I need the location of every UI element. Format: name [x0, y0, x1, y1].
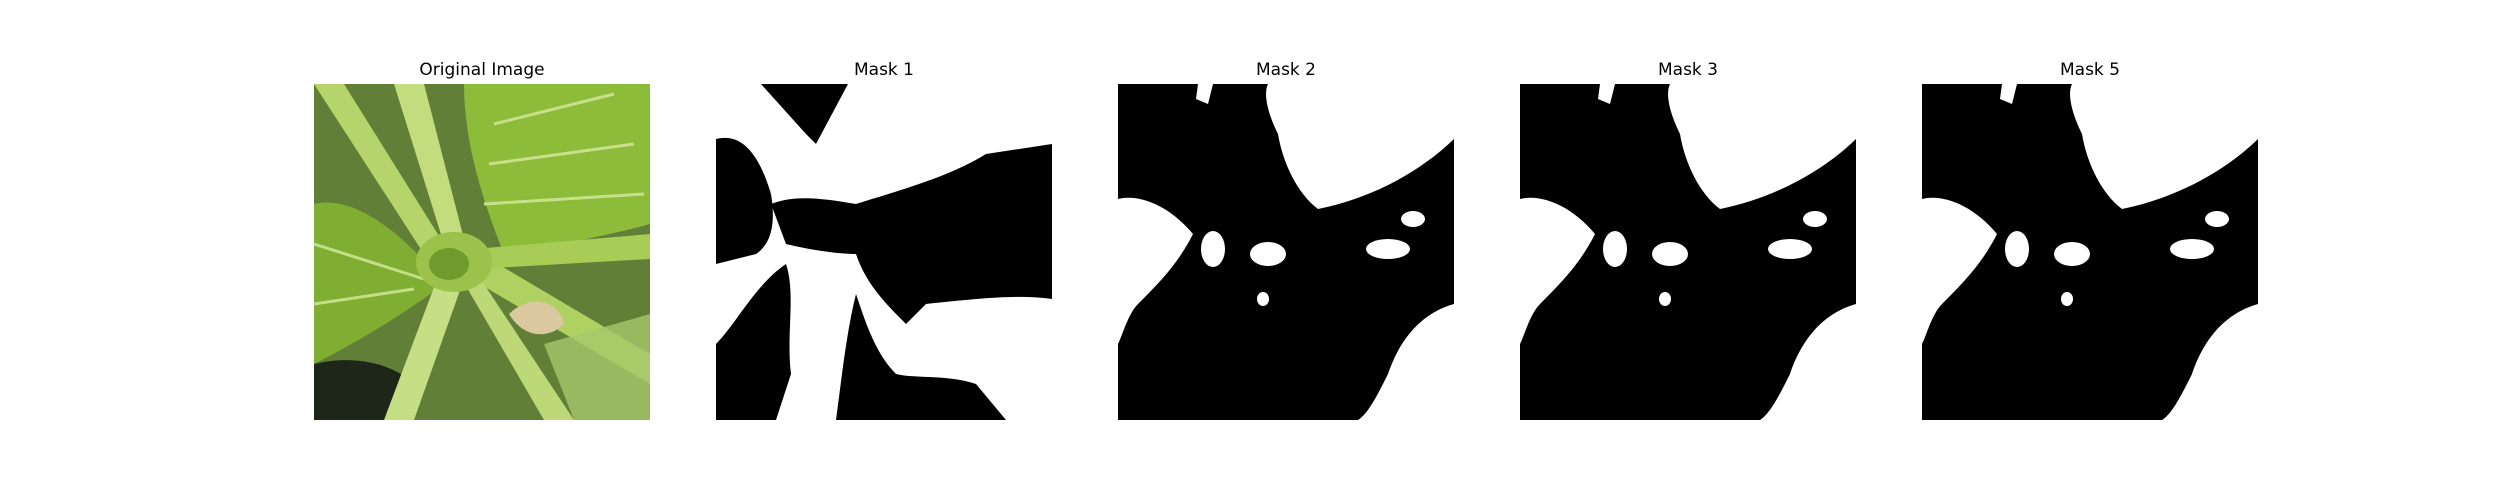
panel-mask-2: Mask 2 — [1118, 0, 1454, 500]
panel-title: Mask 1 — [853, 60, 914, 80]
panel-mask-5: Mask 5 — [1922, 0, 2258, 500]
panel-title: Mask 5 — [2059, 60, 2120, 80]
panel-mask-3: Mask 3 — [1520, 0, 1856, 500]
mask-1-image — [716, 84, 1052, 420]
panel-title: Original Image — [419, 60, 545, 80]
panel-title: Mask 2 — [1255, 60, 1316, 80]
mask-3-image — [1520, 84, 1856, 420]
mask-2-image — [1118, 84, 1454, 420]
mask-5-image — [1922, 84, 2258, 420]
panel-original-image: Original Image — [314, 0, 650, 500]
panel-mask-1: Mask 1 — [716, 0, 1052, 500]
panel-title: Mask 3 — [1657, 60, 1718, 80]
original-plant-photo — [314, 84, 650, 420]
